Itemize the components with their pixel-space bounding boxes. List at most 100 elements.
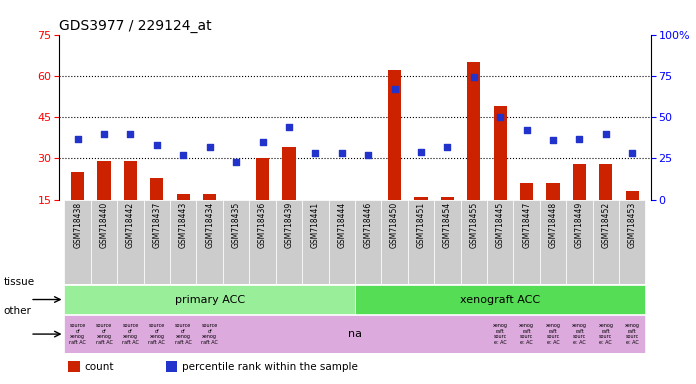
Bar — [203, 194, 216, 200]
Point — [72, 136, 84, 142]
Point — [626, 151, 638, 157]
FancyBboxPatch shape — [461, 200, 487, 284]
FancyBboxPatch shape — [196, 200, 223, 284]
Text: primary ACC: primary ACC — [175, 295, 245, 305]
Bar — [546, 183, 560, 200]
Bar — [97, 161, 111, 200]
Text: source
of
xenog
raft AC: source of xenog raft AC — [69, 323, 86, 345]
Point — [230, 159, 242, 165]
Bar — [573, 164, 586, 200]
FancyBboxPatch shape — [65, 315, 645, 353]
FancyBboxPatch shape — [249, 200, 276, 284]
FancyBboxPatch shape — [540, 200, 567, 284]
Point — [151, 142, 162, 148]
Text: count: count — [84, 362, 113, 372]
Text: na: na — [348, 329, 362, 339]
Point — [177, 152, 189, 158]
Point — [204, 144, 215, 150]
FancyBboxPatch shape — [567, 200, 593, 284]
Point — [442, 144, 453, 150]
Text: source
of
xenog
raft AC: source of xenog raft AC — [148, 323, 166, 345]
Text: GSM718447: GSM718447 — [522, 202, 531, 248]
Text: GSM718449: GSM718449 — [575, 202, 584, 248]
Text: GSM718450: GSM718450 — [390, 202, 399, 248]
FancyBboxPatch shape — [487, 200, 514, 284]
Text: GSM718435: GSM718435 — [232, 202, 241, 248]
Bar — [467, 62, 480, 200]
Point — [495, 114, 506, 120]
Bar — [414, 197, 427, 200]
Point — [257, 139, 268, 145]
Bar — [441, 197, 454, 200]
FancyBboxPatch shape — [434, 200, 461, 284]
Point — [125, 131, 136, 137]
Text: other: other — [3, 306, 31, 316]
Text: GSM718442: GSM718442 — [126, 202, 135, 248]
Text: GDS3977 / 229124_at: GDS3977 / 229124_at — [59, 19, 212, 33]
Point — [363, 152, 374, 158]
Bar — [599, 164, 612, 200]
Text: GSM718452: GSM718452 — [601, 202, 610, 248]
Text: GSM718454: GSM718454 — [443, 202, 452, 248]
FancyBboxPatch shape — [117, 200, 143, 284]
Text: GSM718439: GSM718439 — [285, 202, 294, 248]
Text: source
of
xenog
raft AC: source of xenog raft AC — [95, 323, 113, 345]
Text: GSM718448: GSM718448 — [548, 202, 557, 248]
Bar — [124, 161, 137, 200]
FancyBboxPatch shape — [355, 200, 381, 284]
Text: xenog
raft
sourc
e: AC: xenog raft sourc e: AC — [625, 323, 640, 345]
Text: GSM718446: GSM718446 — [364, 202, 372, 248]
FancyBboxPatch shape — [276, 200, 302, 284]
Text: GSM718455: GSM718455 — [469, 202, 478, 248]
Text: GSM718437: GSM718437 — [152, 202, 161, 248]
Text: source
of
xenog
raft AC: source of xenog raft AC — [175, 323, 191, 345]
Text: percentile rank within the sample: percentile rank within the sample — [182, 362, 358, 372]
Text: xenog
raft
sourc
e: AC: xenog raft sourc e: AC — [599, 323, 613, 345]
FancyBboxPatch shape — [65, 285, 355, 314]
FancyBboxPatch shape — [355, 285, 645, 314]
Text: xenog
raft
sourc
e: AC: xenog raft sourc e: AC — [493, 323, 507, 345]
Text: GSM718438: GSM718438 — [73, 202, 82, 248]
Text: GSM718453: GSM718453 — [628, 202, 637, 248]
Point — [283, 124, 294, 130]
Point — [416, 149, 427, 155]
Point — [600, 131, 611, 137]
Bar — [520, 183, 533, 200]
Bar — [68, 361, 80, 372]
Point — [548, 137, 559, 143]
FancyBboxPatch shape — [514, 200, 540, 284]
Text: xenog
raft
sourc
e: AC: xenog raft sourc e: AC — [546, 323, 560, 345]
Text: GSM718434: GSM718434 — [205, 202, 214, 248]
Text: GSM718443: GSM718443 — [179, 202, 188, 248]
Bar — [493, 106, 507, 200]
Text: source
of
xenog
raft AC: source of xenog raft AC — [122, 323, 139, 345]
Text: GSM718451: GSM718451 — [416, 202, 425, 248]
Point — [521, 127, 532, 133]
FancyBboxPatch shape — [381, 200, 408, 284]
FancyBboxPatch shape — [302, 200, 329, 284]
FancyBboxPatch shape — [619, 200, 645, 284]
FancyBboxPatch shape — [223, 200, 249, 284]
Text: GSM718445: GSM718445 — [496, 202, 505, 248]
Point — [574, 136, 585, 142]
Point — [389, 86, 400, 92]
Bar — [177, 194, 190, 200]
Point — [468, 74, 480, 81]
Bar — [150, 178, 164, 200]
Bar — [71, 172, 84, 200]
Text: tissue: tissue — [3, 277, 35, 287]
Text: source
of
xenog
raft AC: source of xenog raft AC — [201, 323, 218, 345]
Point — [336, 151, 347, 157]
Bar — [166, 361, 177, 372]
FancyBboxPatch shape — [91, 200, 117, 284]
FancyBboxPatch shape — [170, 200, 196, 284]
Text: GSM718441: GSM718441 — [311, 202, 320, 248]
Bar — [388, 70, 401, 200]
FancyBboxPatch shape — [408, 200, 434, 284]
FancyBboxPatch shape — [143, 200, 170, 284]
Bar — [256, 158, 269, 200]
Point — [99, 131, 110, 137]
Text: xenog
raft
sourc
e: AC: xenog raft sourc e: AC — [519, 323, 534, 345]
FancyBboxPatch shape — [329, 200, 355, 284]
Text: GSM718444: GSM718444 — [338, 202, 346, 248]
